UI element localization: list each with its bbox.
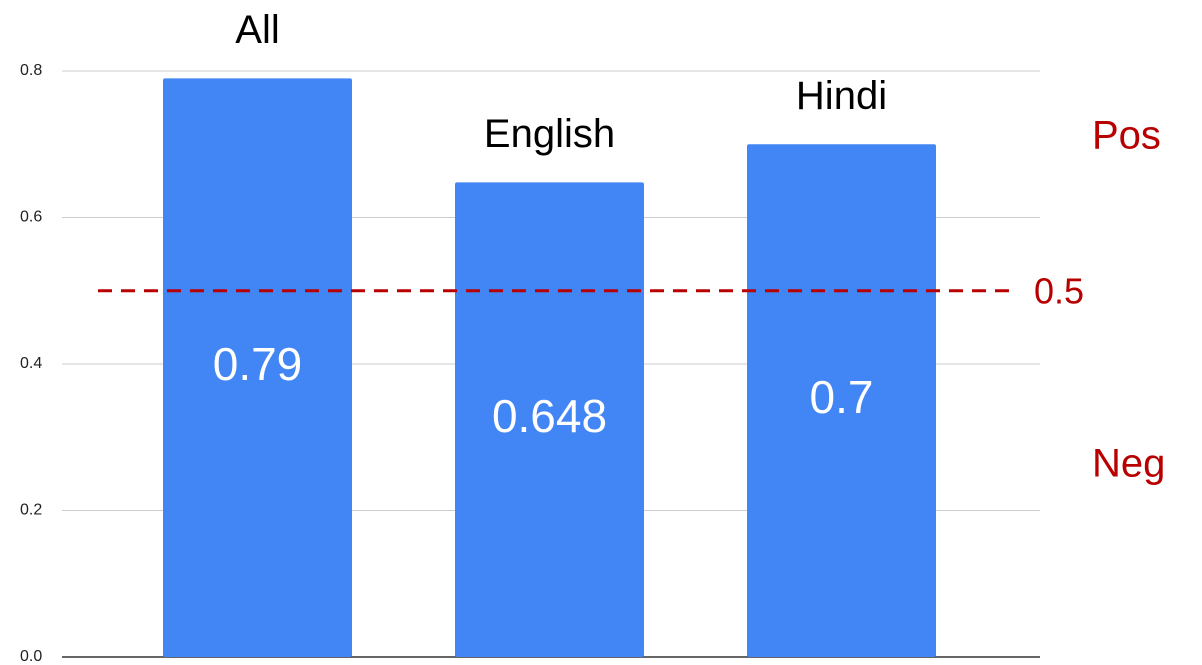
bar: [163, 78, 352, 657]
value-label: 0.79: [213, 338, 303, 390]
value-label: 0.648: [492, 390, 607, 442]
value-label: 0.7: [810, 371, 874, 423]
y-tick-label: 0.4: [20, 355, 42, 372]
annotation: Neg: [1092, 442, 1165, 486]
threshold-label: 0.5: [1034, 270, 1084, 311]
category-label: English: [484, 112, 615, 156]
annotation: Pos: [1092, 114, 1161, 158]
y-tick-label: 0.6: [20, 209, 42, 226]
y-tick-label: 0.0: [20, 648, 42, 665]
category-label: Hindi: [796, 74, 887, 118]
category-label: All: [235, 8, 279, 52]
y-tick-label: 0.8: [20, 62, 42, 79]
bar: [455, 182, 644, 657]
bar: [747, 144, 936, 657]
y-tick-label: 0.2: [20, 502, 42, 519]
